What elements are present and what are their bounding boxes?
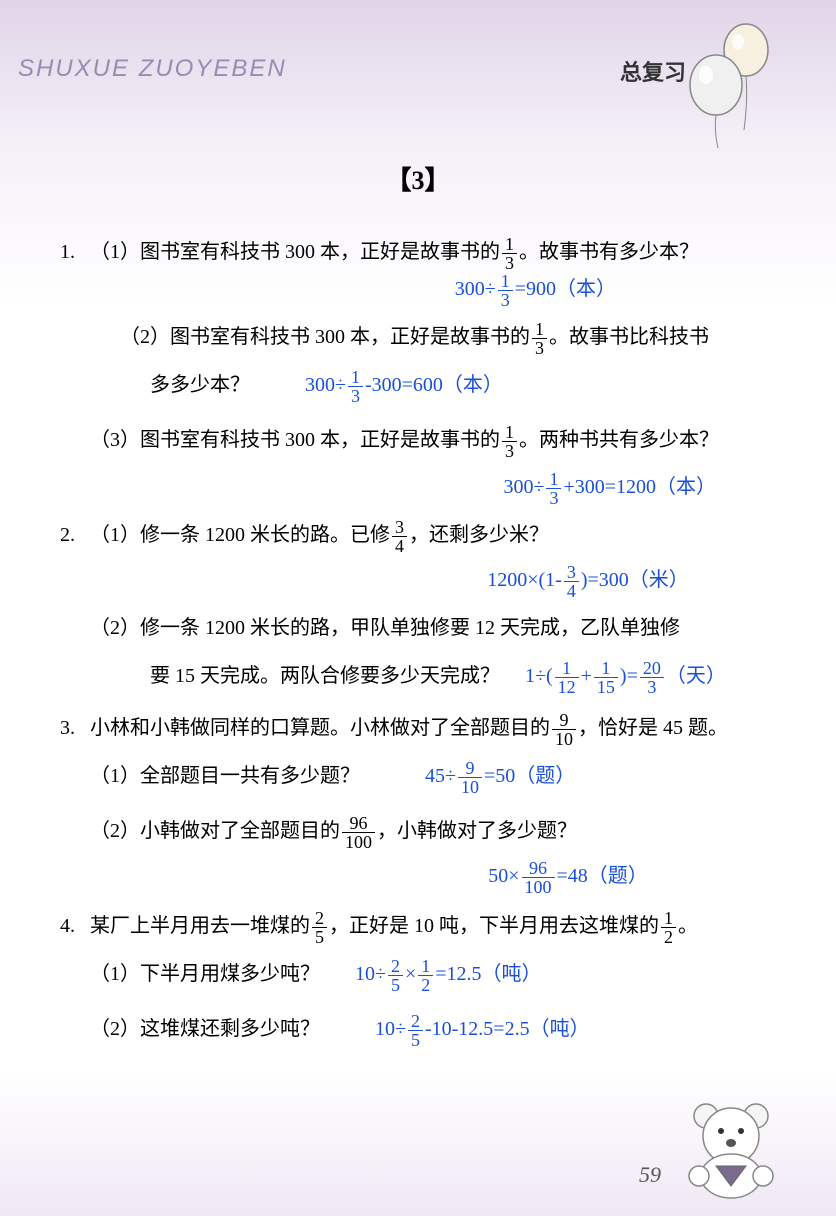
q3-2-text-a: 小韩做对了全部题目的 bbox=[140, 820, 340, 842]
q4-1: （1）下半月用煤多少吨？ 10÷25×12=12.5（吨） bbox=[60, 954, 776, 994]
q4-intro-c: 。 bbox=[678, 915, 698, 937]
q1-2-text-a: 图书室有科技书 300 本，正好是故事书的 bbox=[170, 326, 530, 348]
q3-1: （1）全部题目一共有多少题？ 45÷910=50（题） bbox=[60, 756, 776, 796]
q4-frac1: 25 bbox=[312, 909, 327, 946]
q1-3-label: （3） bbox=[90, 420, 140, 460]
q1-3: （3）图书室有科技书 300 本，正好是故事书的13。两种书共有多少本？ bbox=[60, 420, 776, 460]
q1-2: （2）图书室有科技书 300 本，正好是故事书的13。故事书比科技书 bbox=[60, 317, 776, 357]
q4-intro-a: 某厂上半月用去一堆煤的 bbox=[90, 915, 310, 937]
q3-intro-a: 小林和小韩做同样的口算题。小林做对了全部题目的 bbox=[90, 717, 550, 739]
q3-2-frac: 96100 bbox=[342, 814, 375, 851]
q1-1-frac: 13 bbox=[502, 235, 517, 272]
q2-2-answer: 1÷(112+115)=203（天） bbox=[525, 665, 726, 687]
q1-num: 1. bbox=[60, 232, 90, 272]
q1-1-text-a: 图书室有科技书 300 本，正好是故事书的 bbox=[140, 241, 500, 263]
q4-intro-b: ，正好是 10 吨，下半月用去这堆煤的 bbox=[329, 915, 659, 937]
q2-2-text-b: 要 15 天完成。两队合修要多少天完成？ bbox=[150, 665, 500, 687]
q1-3-frac: 13 bbox=[502, 423, 517, 460]
q4-2: （2）这堆煤还剩多少吨？ 10÷25-10-12.5=2.5（吨） bbox=[60, 1009, 776, 1049]
q1-1-text-b: 。故事书有多少本？ bbox=[519, 241, 699, 263]
q2-2: （2）修一条 1200 米长的路，甲队单独修要 12 天完成，乙队单独修 bbox=[60, 608, 776, 648]
q1-3-answer: 300÷13+300=1200（本） bbox=[60, 470, 776, 507]
brand-text: SHUXUE ZUOYEBEN bbox=[18, 55, 287, 83]
q4-2-text: 这堆煤还剩多少吨？ bbox=[140, 1018, 320, 1040]
q2-1-label: （1） bbox=[90, 515, 140, 555]
q2-1: 2.（1）修一条 1200 米长的路。已修34，还剩多少米？ bbox=[60, 515, 776, 555]
page-number: 59 bbox=[639, 1162, 661, 1188]
q1-2-line2: 多多少本？ 300÷13-300=600（本） bbox=[60, 365, 776, 405]
q2-1-frac: 34 bbox=[392, 518, 407, 555]
q3-2-label: （2） bbox=[90, 811, 140, 851]
bear-decoration bbox=[671, 1091, 791, 1206]
q3-num: 3. bbox=[60, 708, 90, 748]
q2-2-label: （2） bbox=[90, 608, 140, 648]
q4-2-label: （2） bbox=[90, 1009, 140, 1049]
q4-num: 4. bbox=[60, 906, 90, 946]
q2-1-text-a: 修一条 1200 米长的路。已修 bbox=[140, 524, 390, 546]
q4-frac2: 12 bbox=[661, 909, 676, 946]
q2-num: 2. bbox=[60, 515, 90, 555]
q1-1-label: （1） bbox=[90, 232, 140, 272]
q3-2-text-b: ，小韩做对了多少题？ bbox=[377, 820, 577, 842]
q1-1: 1.（1）图书室有科技书 300 本，正好是故事书的13。故事书有多少本？ bbox=[60, 232, 776, 272]
q4-1-answer: 10÷25×12=12.5（吨） bbox=[355, 963, 542, 985]
q2-1-answer: 1200×(1-34)=300（米） bbox=[60, 563, 776, 600]
q4-2-answer: 10÷25-10-12.5=2.5（吨） bbox=[375, 1018, 590, 1040]
q3-intro: 3.小林和小韩做同样的口算题。小林做对了全部题目的910，恰好是 45 题。 bbox=[60, 708, 776, 748]
q1-1-answer: 300÷13=900（本） bbox=[60, 272, 776, 309]
q1-2-text-c: 多多少本？ bbox=[150, 374, 250, 396]
q3-2-answer: 50×96100=48（题） bbox=[60, 859, 776, 896]
q1-3-text-b: 。两种书共有多少本？ bbox=[519, 429, 719, 451]
q2-1-text-b: ，还剩多少米？ bbox=[409, 524, 549, 546]
q2-2-line2: 要 15 天完成。两队合修要多少天完成？ 1÷(112+115)=203（天） bbox=[60, 656, 776, 696]
q4-1-text: 下半月用煤多少吨？ bbox=[140, 963, 320, 985]
q4-1-label: （1） bbox=[90, 954, 140, 994]
q3-1-label: （1） bbox=[90, 756, 140, 796]
section-label: 总复习 bbox=[620, 55, 686, 87]
section-number: 【3】 bbox=[60, 160, 776, 197]
q3-frac: 910 bbox=[552, 711, 576, 748]
q1-2-frac: 13 bbox=[532, 320, 547, 357]
q3-1-text: 全部题目一共有多少题？ bbox=[140, 765, 360, 787]
q3-2: （2）小韩做对了全部题目的96100，小韩做对了多少题？ bbox=[60, 811, 776, 851]
q3-intro-b: ，恰好是 45 题。 bbox=[578, 717, 728, 739]
q2-2-text-a: 修一条 1200 米长的路，甲队单独修要 12 天完成，乙队单独修 bbox=[140, 617, 680, 639]
content-area: 【3】 1.（1）图书室有科技书 300 本，正好是故事书的13。故事书有多少本… bbox=[60, 160, 776, 1057]
q1-2-label: （2） bbox=[120, 317, 170, 357]
q3-1-answer: 45÷910=50（题） bbox=[425, 765, 575, 787]
q4-intro: 4.某厂上半月用去一堆煤的25，正好是 10 吨，下半月用去这堆煤的12。 bbox=[60, 906, 776, 946]
q1-2-text-b: 。故事书比科技书 bbox=[549, 326, 709, 348]
balloon-decoration bbox=[686, 20, 786, 155]
q1-3-text-a: 图书室有科技书 300 本，正好是故事书的 bbox=[140, 429, 500, 451]
q1-2-answer: 300÷13-300=600（本） bbox=[305, 374, 503, 396]
